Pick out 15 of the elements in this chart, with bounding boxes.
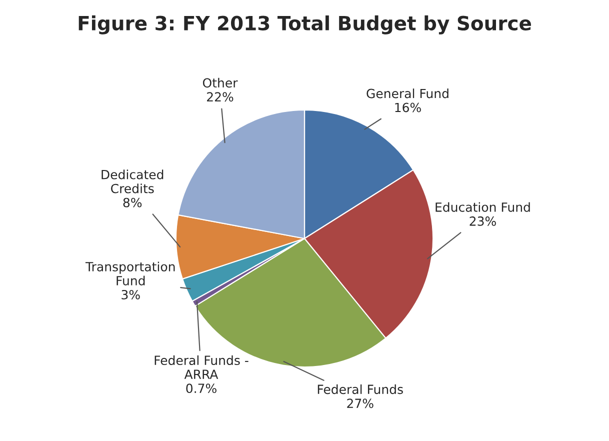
data-label: 23% [470, 216, 496, 226]
data-label: 3% [122, 290, 140, 300]
slice-label: Federal Funds [318, 384, 403, 394]
data-label: 0.7% [186, 384, 216, 394]
slice-label: Transportation Fund [85, 262, 175, 286]
chart-title: Figure 3: FY 2013 Total Budget by Source [78, 15, 531, 34]
data-label: 8% [123, 198, 142, 208]
data-label: 22% [207, 92, 234, 102]
slice-label: Other [202, 78, 238, 88]
data-label: 27% [347, 398, 374, 408]
slice-label: Dedicated Credits [102, 170, 164, 194]
slice-label: Education Fund [436, 202, 530, 212]
data-label: 16% [395, 102, 421, 112]
slice-label: Federal Funds - ARRA [154, 355, 248, 379]
slice-label: General Fund [366, 88, 448, 98]
